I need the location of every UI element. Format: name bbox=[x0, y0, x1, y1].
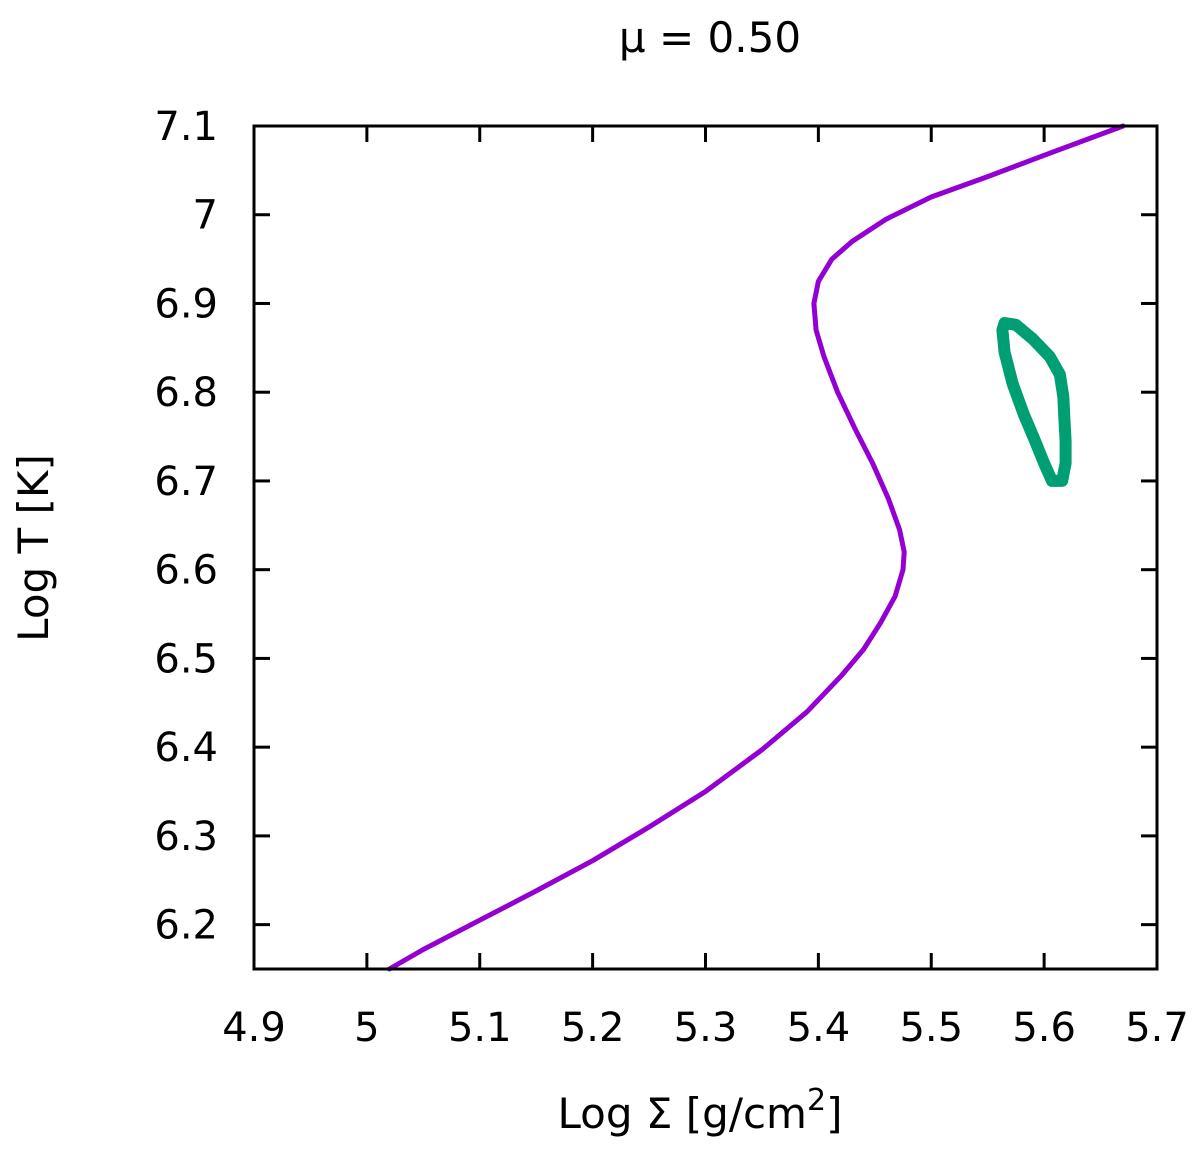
series-group bbox=[386, 123, 1126, 972]
x-tick-label: 5 bbox=[354, 1005, 379, 1051]
y-tick-label: 6.8 bbox=[154, 370, 218, 416]
x-tick-label: 4.9 bbox=[222, 1005, 286, 1051]
series-line-s-curve bbox=[386, 123, 1126, 972]
y-tick-label: 6.2 bbox=[154, 903, 218, 949]
y-tick-label: 6.3 bbox=[154, 814, 218, 860]
x-tick-label: 5.4 bbox=[787, 1005, 851, 1051]
x-axis-label: Log Σ [g/cm2] bbox=[558, 1083, 843, 1138]
x-tick-label: 5.7 bbox=[1125, 1005, 1189, 1051]
y-tick-label: 6.9 bbox=[154, 281, 218, 327]
y-tick-label: 7.1 bbox=[154, 104, 218, 150]
plot-frame bbox=[252, 124, 1159, 971]
ticks: 4.9 5 5.1 5.2 5.3 5.4 5.5 5.6 5.7 6.2 6.3 6.4 6.5 6.6… bbox=[154, 104, 1188, 1051]
y-tick-label: 6.5 bbox=[154, 636, 218, 682]
x-tick-label: 5.6 bbox=[1012, 1005, 1076, 1051]
x-tick-label: 5.5 bbox=[899, 1005, 963, 1051]
y-axis-label: Log T [K] bbox=[9, 454, 58, 642]
x-tick-label: 5.2 bbox=[561, 1005, 625, 1051]
chart-title: μ = 0.50 bbox=[619, 13, 801, 62]
x-tick-label: 5.3 bbox=[674, 1005, 738, 1051]
series-line-closed-loop bbox=[996, 317, 1072, 487]
y-tick-label: 6.4 bbox=[154, 725, 218, 771]
x-tick-label: 5.1 bbox=[448, 1005, 512, 1051]
y-tick-label: 6.7 bbox=[154, 459, 218, 505]
y-tick-label: 6.6 bbox=[154, 548, 218, 594]
y-tick-label: 7 bbox=[193, 193, 218, 239]
